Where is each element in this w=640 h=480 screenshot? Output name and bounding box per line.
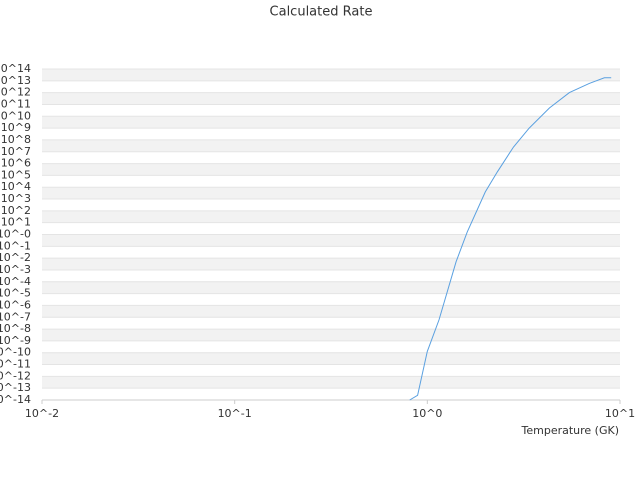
grid-band: [42, 258, 620, 270]
x-tick-label: 10^-2: [25, 407, 59, 420]
y-tick-label: 10^-1: [0, 239, 31, 252]
y-tick-label: 10^4: [1, 180, 31, 193]
grid-band: [42, 281, 620, 294]
data-line: [409, 77, 612, 401]
x-tick-label: 10^1: [605, 407, 635, 420]
y-tick-label: 10^10: [0, 109, 31, 122]
y-tick-label: 10^-0: [0, 228, 31, 241]
x-tick-label: 10^0: [412, 407, 442, 420]
y-tick-label: 10^14: [0, 62, 31, 75]
y-tick-label: 10^-7: [0, 310, 31, 323]
grid-band: [42, 234, 620, 247]
y-tick-label: 10^2: [1, 204, 31, 217]
y-tick-label: 10^-13: [0, 381, 31, 394]
y-tick-label: 10^8: [1, 133, 31, 146]
y-tick-label: 10^-6: [0, 298, 31, 311]
y-tick-label: 10^-3: [0, 263, 31, 276]
grid-band: [42, 139, 620, 152]
y-tick-label: 10^-8: [0, 322, 31, 335]
y-tick-label: 10^13: [0, 74, 31, 87]
y-tick-label: 10^-2: [0, 251, 31, 264]
chart-title: Calculated Rate: [270, 5, 373, 20]
x-axis-label: Temperature (GK): [521, 424, 620, 437]
y-tick-label: 10^-4: [0, 275, 31, 288]
grid-band: [42, 329, 620, 341]
grid-band: [42, 187, 620, 200]
y-tick-label: 10^9: [1, 121, 31, 134]
y-tick-label: 10^-5: [0, 287, 31, 300]
grid-band: [42, 69, 620, 81]
x-tick-label: 10^-1: [218, 407, 252, 420]
y-tick-label: 10^-12: [0, 369, 31, 382]
grid-band: [42, 305, 620, 318]
y-tick-label: 10^-9: [0, 334, 31, 347]
y-tick-label: 10^-11: [0, 358, 31, 371]
y-tick-label: 10^7: [1, 145, 31, 158]
y-tick-label: 10^5: [1, 168, 31, 181]
y-tick-label: 10^-14: [0, 393, 31, 406]
grid-band: [42, 352, 620, 365]
grid-band: [42, 376, 620, 389]
y-tick-label: 10^12: [0, 86, 31, 99]
y-tick-label: 10^6: [1, 157, 31, 170]
y-tick-label: 10^3: [1, 192, 31, 205]
y-tick-label: 10^-10: [0, 346, 31, 359]
grid-band: [42, 210, 620, 223]
y-tick-label: 10^1: [1, 216, 31, 229]
grid-band: [42, 163, 620, 176]
y-tick-label: 10^11: [0, 97, 31, 110]
grid-band: [42, 116, 620, 129]
grid-band: [42, 92, 620, 105]
